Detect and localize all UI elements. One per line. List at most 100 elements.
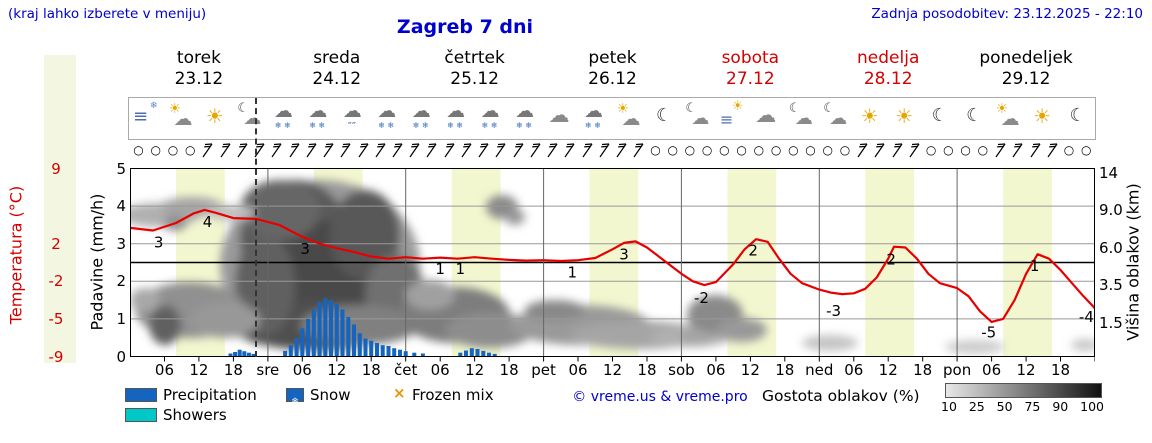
snow-cloud-icon: ☁ ❄ ❄ xyxy=(584,100,604,130)
wind-barb-icon xyxy=(544,141,561,161)
cloud-icon: ☁ xyxy=(755,103,777,127)
day-header-ponedeljek: ponedeljek 29.12 xyxy=(979,48,1073,89)
xtick-1-06: 06 xyxy=(292,361,312,379)
cloud-density-scale-labels: 10 25 50 75 90 100 xyxy=(941,399,1104,415)
wind-barb-icon xyxy=(388,141,405,161)
snow-cloud-icon: ☁ ❄ ❄ xyxy=(446,100,466,130)
svg-text:3: 3 xyxy=(300,240,310,258)
km-tick-9.0: 9.0 xyxy=(1099,201,1123,220)
showers-swatch xyxy=(125,408,157,422)
wind-barb-icon xyxy=(1009,141,1026,161)
wind-calm-icon: ○ xyxy=(650,143,661,157)
xtick-0-12: 12 xyxy=(189,361,209,379)
wind-barb-icon xyxy=(285,141,302,161)
wind-barb-icon xyxy=(337,141,354,161)
wind-calm-icon: ○ xyxy=(753,143,765,157)
density-scale-25: 25 xyxy=(968,399,985,414)
wind-barb-icon xyxy=(199,141,216,161)
wind-calm-icon: ○ xyxy=(684,143,696,157)
wind-calm-icon: ○ xyxy=(133,143,144,157)
wind-calm-icon: ○ xyxy=(822,143,834,157)
xtick-6-12: 12 xyxy=(1016,361,1036,379)
temp-tick-2: 2 xyxy=(51,234,61,253)
km-tick-14: 14 xyxy=(1099,163,1119,182)
wind-barb-icon xyxy=(871,141,888,161)
density-scale-90: 90 xyxy=(1052,399,1069,414)
moon-cloud-icon: ☾ ☁ xyxy=(685,101,710,129)
km-tick-6.0: 6.0 xyxy=(1099,238,1123,257)
frozen-mix-legend-label: Frozen mix xyxy=(412,386,494,404)
xtick-day-ned: ned xyxy=(805,361,834,379)
wind-barb-icon xyxy=(630,141,647,161)
moon-cloud-icon: ☾ ☁ xyxy=(788,101,813,129)
xtick-3-18: 18 xyxy=(637,361,657,379)
wind-barb-icon xyxy=(423,141,440,161)
wind-calm-icon: ○ xyxy=(943,143,954,157)
wind-barbs-row: ○ ○ ○ ○ ○ ○ ○ ○ ○ ○ ○ ○ ○ ○ ○ ○ ○ ○ ○ ○ ○ ○ xyxy=(130,139,1095,163)
wind-calm-icon: ○ xyxy=(925,143,937,157)
wind-calm-icon: ○ xyxy=(805,143,816,157)
wind-barb-icon xyxy=(268,141,285,161)
wind-calm-icon: ○ xyxy=(667,143,678,157)
xtick-2-18: 18 xyxy=(499,361,519,379)
xtick-3-12: 12 xyxy=(602,361,623,379)
precip-tick-0: 0 xyxy=(116,347,126,366)
svg-text:2: 2 xyxy=(886,250,896,268)
wind-barb-icon xyxy=(854,141,871,161)
cloud-height-axis-label: Višina oblakov (km) xyxy=(1123,183,1143,341)
temp-tick--2: -2 xyxy=(48,272,64,291)
precipitation-axis-label: Padavine (mm/h) xyxy=(87,193,107,331)
svg-text:2: 2 xyxy=(748,242,758,260)
xtick-4-06: 06 xyxy=(706,361,726,379)
day-header-sreda: sreda 24.12 xyxy=(312,48,362,89)
sun-icon: ☀ xyxy=(860,104,879,128)
km-tick-3.5: 3.5 xyxy=(1099,276,1123,295)
temp-tick--9: -9 xyxy=(48,347,64,366)
snow-cloud-icon: ☁ ❄ ❄ xyxy=(377,100,397,130)
wind-barb-icon xyxy=(992,141,1009,161)
precipitation-legend-label: Precipitation xyxy=(163,386,257,404)
snow-cloud-icon: ☁ ❄ ❄ xyxy=(411,100,431,130)
xtick-3-06: 06 xyxy=(568,361,588,379)
wind-barb-icon xyxy=(457,141,474,161)
moon-cloud-icon: ☾ ☁ xyxy=(237,101,262,129)
xtick-0-06: 06 xyxy=(154,361,174,379)
wind-barb-icon xyxy=(492,141,509,161)
svg-text:3: 3 xyxy=(154,234,164,252)
density-scale-10: 10 xyxy=(941,399,957,414)
precip-tick-3: 3 xyxy=(116,234,126,253)
precip-tick-2: 2 xyxy=(116,272,126,291)
density-scale-50: 50 xyxy=(996,399,1013,414)
sun-icon: ☀ xyxy=(895,104,914,128)
moon-icon: ☾ xyxy=(1069,105,1086,126)
wind-barb-icon xyxy=(406,141,423,161)
xtick-2-12: 12 xyxy=(465,361,485,379)
xtick-4-12: 12 xyxy=(740,361,760,379)
xtick-6-06: 06 xyxy=(982,361,1002,379)
xtick-day-sob: sob xyxy=(668,361,695,379)
day-headers: torek 23.12 sreda 24.12 četrtek 25.12 petek 26.… xyxy=(0,48,1152,94)
wind-barb-icon xyxy=(1043,141,1060,161)
fog-snow-icon: ≡ ❄ xyxy=(133,101,158,127)
fog-sun-icon: ☀ ≡ xyxy=(719,99,744,129)
xtick-day-čet: čet xyxy=(394,361,418,379)
sun-icon: ☀ xyxy=(1033,104,1051,128)
wind-calm-icon: ○ xyxy=(719,143,730,157)
wind-calm-icon: ○ xyxy=(788,143,799,157)
menu-hint: (kraj lahko izberete v meniju) xyxy=(8,6,207,22)
svg-text:-2: -2 xyxy=(694,289,709,307)
copyright-link[interactable]: © vreme.us & vreme.pro xyxy=(572,389,748,405)
wind-calm-icon: ○ xyxy=(770,143,782,157)
weather-icons-row: ≡ ❄ ☀ ☁ ☀ ☾ ☁ ☁ ❄ ❄ ☁ ❄ ❄ ☁ ″″ ☁ ❄ ❄ ☁ ❄ ❄ ☁ ❄ ❄ ☁ ❄ ❄ ☁ ❄ ❄ ☁ ☁… xyxy=(128,97,1096,140)
svg-text:-4: -4 xyxy=(1079,308,1094,326)
wind-barb-icon xyxy=(320,141,337,161)
svg-text:3: 3 xyxy=(619,246,629,264)
km-tick-1.5: 1.5 xyxy=(1099,313,1123,332)
wind-barb-icon xyxy=(440,141,457,161)
precip-tick-5: 5 xyxy=(116,159,126,178)
sun-icon: ☀ xyxy=(205,104,224,128)
xtick-2-06: 06 xyxy=(430,361,450,379)
svg-text:-3: -3 xyxy=(826,302,841,320)
xtick-4-18: 18 xyxy=(775,361,795,379)
